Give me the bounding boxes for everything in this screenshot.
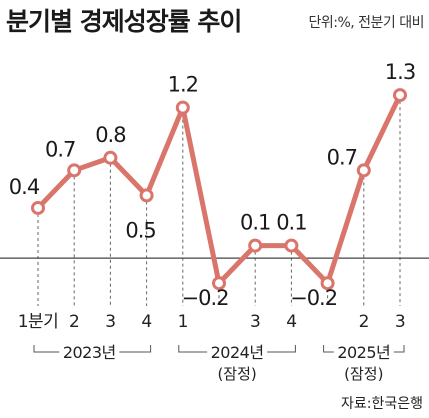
x-tick-label-3: 4 <box>141 312 151 332</box>
x-tick-label-2: 3 <box>105 312 115 332</box>
year-bracket-0 <box>33 345 152 353</box>
data-point-8 <box>320 276 335 291</box>
value-label-9: 0.7 <box>327 145 357 169</box>
year-note-1: (잠정) <box>217 365 256 383</box>
data-point-4 <box>175 100 190 115</box>
data-point-7 <box>284 238 299 253</box>
value-label-6: 0.1 <box>240 211 270 235</box>
x-tick-label-6: 3 <box>250 312 260 332</box>
x-tick-label-0: 1분기 <box>18 312 59 332</box>
x-tick-label-4: 1 <box>178 312 188 332</box>
year-label-1: 2024년 <box>211 343 264 362</box>
year-note-2: (잠정) <box>344 365 383 383</box>
value-label-5: −0.2 <box>182 286 229 310</box>
data-point-6 <box>248 238 263 253</box>
data-point-10 <box>393 88 407 103</box>
x-tick-label-9: 2 <box>359 312 369 332</box>
data-point-9 <box>356 163 371 178</box>
value-label-3: 0.5 <box>125 218 155 242</box>
data-point-2 <box>103 150 118 165</box>
data-point-0 <box>31 200 45 215</box>
data-point-3 <box>139 188 154 203</box>
value-label-10: 1.3 <box>385 60 415 84</box>
year-groups: 2023년 2024년 (잠정) 2025년 (잠정) <box>33 343 405 383</box>
chart-title: 분기별 경제성장률 추이 <box>6 7 241 36</box>
value-label-1: 0.7 <box>45 137 75 161</box>
value-label-7: 0.1 <box>276 211 306 235</box>
x-tick-label-7: 4 <box>286 312 296 332</box>
unit-note: 단위:%, 전분기 대비 <box>308 15 424 31</box>
data-markers <box>31 88 407 291</box>
series-line <box>35 92 403 286</box>
source-note: 자료:한국은행 <box>341 396 423 412</box>
year-bracket-1 <box>178 345 296 353</box>
year-label-0: 2023년 <box>63 343 116 362</box>
year-bracket-2 <box>323 345 405 353</box>
x-tick-label-10: 3 <box>395 312 405 332</box>
guide-lines <box>37 95 401 306</box>
value-label-0: 0.4 <box>9 175 40 199</box>
value-label-8: −0.2 <box>290 286 337 310</box>
value-label-4: 1.2 <box>168 73 198 97</box>
x-tick-label-1: 2 <box>69 312 79 332</box>
year-label-2: 2025년 <box>337 343 390 362</box>
value-label-2: 0.8 <box>95 123 125 147</box>
data-point-1 <box>67 163 82 178</box>
x-tick-labels: 1분기 2 3 4 1 3 4 2 3 <box>18 312 406 332</box>
value-labels: 0.40.70.80.51.2−0.20.1 0.1−0.20.71.3 <box>9 60 416 310</box>
data-point-5 <box>212 276 226 291</box>
